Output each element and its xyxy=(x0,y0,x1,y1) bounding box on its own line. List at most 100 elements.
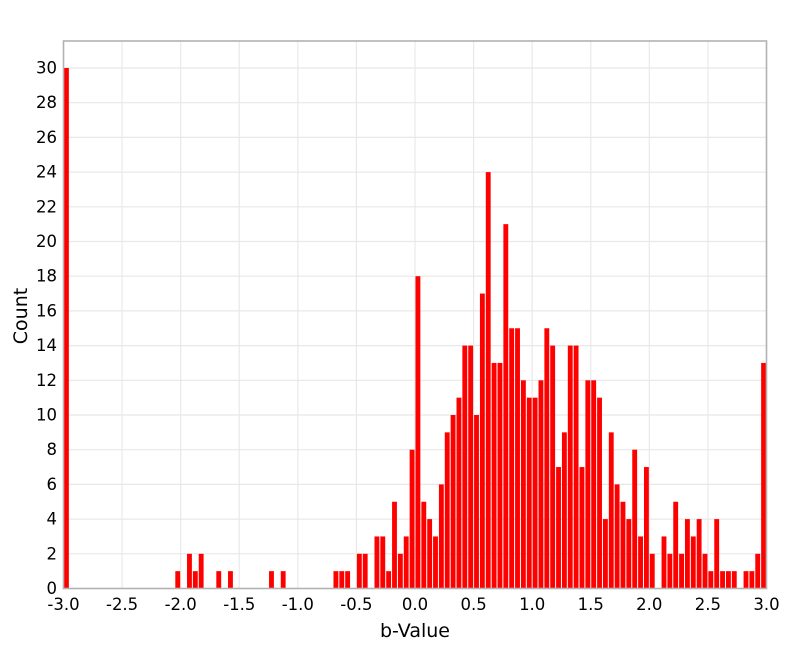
histogram-bar xyxy=(362,553,368,589)
histogram-bar xyxy=(761,362,766,589)
gridlines xyxy=(63,41,767,589)
histogram-bar xyxy=(573,345,579,589)
histogram-bar xyxy=(409,449,415,589)
histogram-bar xyxy=(556,467,561,589)
histogram-bar xyxy=(743,571,749,589)
y-tick-label: 4 xyxy=(47,510,58,529)
histogram-bar xyxy=(649,553,655,589)
histogram-bar xyxy=(702,553,708,589)
histogram-bar xyxy=(269,571,274,589)
x-tick-label: 2.0 xyxy=(636,595,662,614)
histogram-bar xyxy=(397,553,403,589)
histogram-bar xyxy=(544,328,550,589)
histogram-bar xyxy=(427,519,433,589)
x-tick-label: -1.0 xyxy=(282,595,314,614)
histogram-bar xyxy=(479,293,485,589)
y-tick-label: 26 xyxy=(36,128,57,147)
x-tick-label: 1.5 xyxy=(578,595,604,614)
histogram-bar xyxy=(714,519,720,589)
y-tick-label: 22 xyxy=(36,197,57,216)
histogram-bar xyxy=(462,345,468,589)
x-axis-title: b-Value xyxy=(380,620,450,642)
histogram-bar xyxy=(720,571,725,589)
histogram-bar xyxy=(585,380,591,589)
histogram-bar xyxy=(638,536,643,589)
x-tick-label: 3.0 xyxy=(753,595,779,614)
histogram-bar xyxy=(468,345,474,589)
y-tick-label: 16 xyxy=(36,301,57,320)
histogram-bar xyxy=(725,571,731,589)
histogram-bar xyxy=(175,571,181,589)
histogram-bar xyxy=(192,571,198,589)
histogram-bar xyxy=(515,328,520,589)
histogram-bar xyxy=(532,397,538,589)
histogram-bar xyxy=(228,571,233,589)
y-tick-label: 12 xyxy=(36,371,57,390)
histogram-bar xyxy=(661,536,667,589)
x-tick-label: -0.5 xyxy=(340,595,372,614)
histogram-bar xyxy=(339,571,345,589)
histogram-bar xyxy=(667,553,673,589)
histogram-bar xyxy=(538,380,544,589)
histogram-bar xyxy=(187,553,192,589)
histogram-bar xyxy=(614,484,620,589)
histogram-bar xyxy=(608,432,614,589)
y-axis-title: Count xyxy=(10,287,32,345)
histogram-bar xyxy=(567,345,573,589)
histogram-bar xyxy=(626,519,632,589)
y-tick-label: 6 xyxy=(47,475,58,494)
x-tick-label: -3.0 xyxy=(47,595,79,614)
histogram-bar xyxy=(684,519,690,589)
histogram-bar xyxy=(392,501,397,589)
y-tick-label: 2 xyxy=(47,544,58,563)
x-tick-label: -1.5 xyxy=(223,595,255,614)
histogram-bar xyxy=(597,397,602,589)
histogram-bar xyxy=(550,345,556,589)
histogram-bar xyxy=(749,571,755,589)
histogram-bar xyxy=(632,449,638,589)
x-tick-label: 0.5 xyxy=(460,595,486,614)
histogram-bar xyxy=(620,501,626,589)
histogram-bar xyxy=(403,536,409,589)
histogram-bar xyxy=(696,519,702,589)
histogram-bar xyxy=(380,536,386,589)
x-tick-label: -2.5 xyxy=(106,595,138,614)
bars-group xyxy=(64,68,766,589)
y-tick-label: 0 xyxy=(47,579,58,598)
x-tick-label: 1.0 xyxy=(519,595,545,614)
histogram-bar xyxy=(280,571,286,589)
histogram-bar xyxy=(602,519,608,589)
histogram-bar xyxy=(456,397,462,589)
x-tick-labels: -3.0 -2.5 -2.0 -1.5 -1.0 -0.5 0.0 0.5 1.0 1.5 2.0 2… xyxy=(47,595,779,614)
histogram-bar xyxy=(356,553,362,589)
histogram-bar xyxy=(673,501,679,589)
histogram-bar xyxy=(690,536,696,589)
histogram-bar xyxy=(386,571,392,589)
histogram-bar xyxy=(438,484,444,589)
x-tick-label: -2.0 xyxy=(165,595,197,614)
x-tick-label: 2.5 xyxy=(695,595,721,614)
histogram-bar xyxy=(333,571,339,589)
histogram-bar xyxy=(491,362,497,589)
histogram-bar xyxy=(474,415,479,589)
histogram-bar xyxy=(503,224,509,589)
histogram-bar xyxy=(755,553,761,589)
plot-frame xyxy=(62,40,768,590)
histogram-bar xyxy=(708,571,714,589)
histogram-bar xyxy=(509,328,515,589)
histogram-bar xyxy=(433,536,438,589)
x-tick-label: 0.0 xyxy=(402,595,428,614)
histogram-bar xyxy=(679,553,684,589)
histogram-bar xyxy=(415,276,421,589)
y-tick-label: 24 xyxy=(36,163,57,182)
histogram-bar xyxy=(374,536,380,589)
histogram-bar xyxy=(643,467,649,589)
histogram-bar xyxy=(198,553,204,589)
histogram-bar xyxy=(450,415,456,589)
y-tick-label: 30 xyxy=(36,59,57,78)
y-tick-label: 14 xyxy=(36,336,57,355)
y-tick-label: 28 xyxy=(36,93,57,112)
